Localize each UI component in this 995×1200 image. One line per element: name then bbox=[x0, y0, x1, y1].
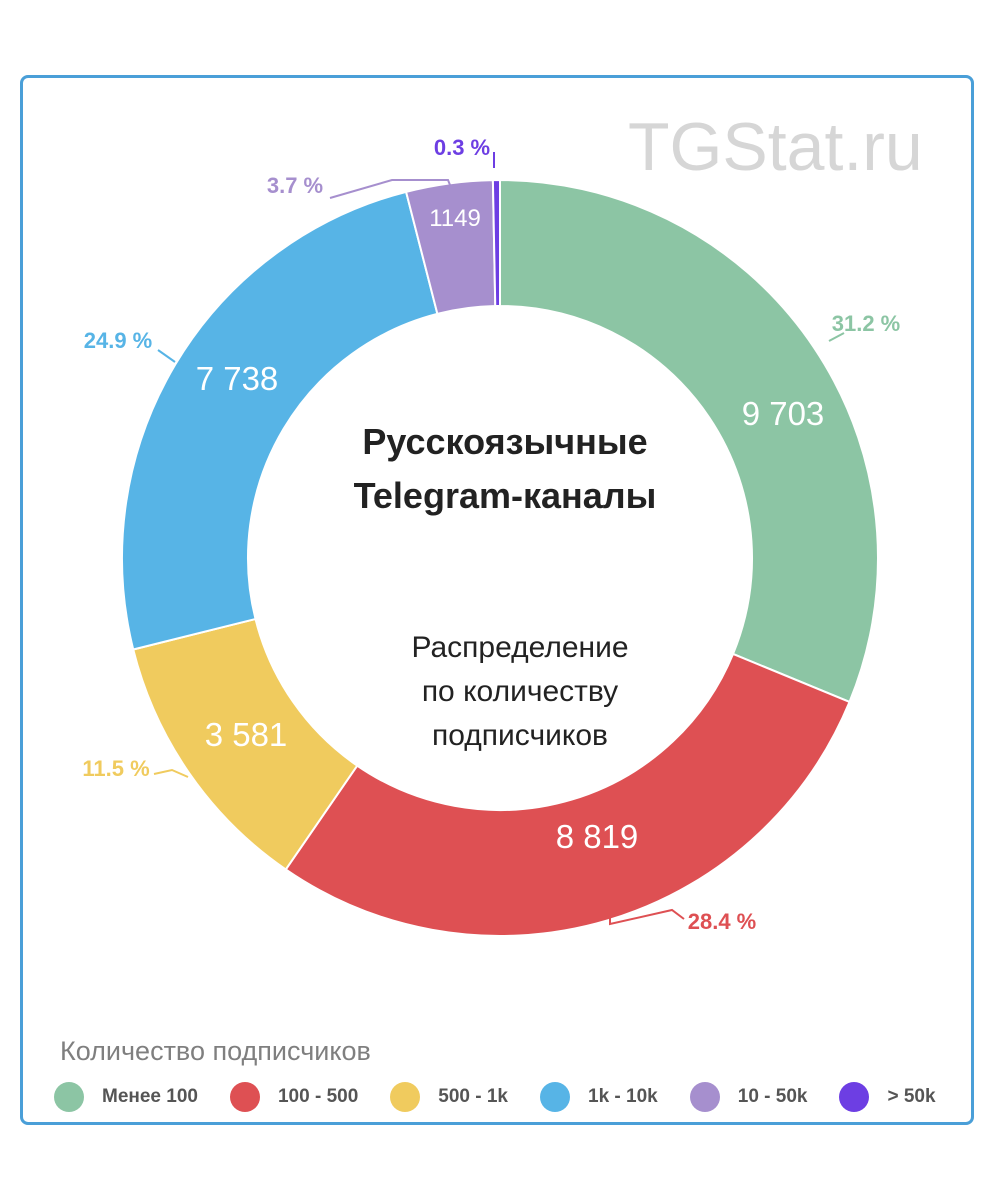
value-label-1k-10k: 7 738 bbox=[196, 360, 279, 397]
legend-item-1k-10k: 1k - 10k bbox=[540, 1082, 658, 1112]
legend-label: 100 - 500 bbox=[277, 1086, 359, 1107]
legend-label: 500 - 1k bbox=[438, 1086, 509, 1107]
percent-label-100-500: 28.4 % bbox=[688, 909, 757, 934]
chart-subtitle-line-3: подписчиков bbox=[432, 719, 608, 752]
value-label-500-1k: 3 581 bbox=[205, 716, 288, 753]
legend-swatch-icon bbox=[229, 1082, 260, 1112]
chart-title: Русскоязычные Telegram-каналы bbox=[300, 415, 710, 523]
legend-item-over-50k: > 50k bbox=[839, 1082, 936, 1112]
slice-under-100 bbox=[499, 178, 879, 704]
legend-title: Количество подписчиков bbox=[60, 1036, 371, 1066]
legend-label: Менее 100 bbox=[102, 1086, 198, 1107]
chart-subtitle: Распределение по количеству подписчиков bbox=[320, 626, 720, 758]
chart-title-line-1: Русскоязычные bbox=[362, 421, 648, 462]
legend-item-under-100: Менее 100 bbox=[54, 1082, 198, 1112]
slice-1k-10k bbox=[121, 190, 439, 651]
leader-line-500-1k bbox=[153, 768, 189, 778]
percent-label-1k-10k: 24.9 % bbox=[84, 328, 153, 353]
percent-label-under-100: 31.2 % bbox=[832, 311, 901, 336]
percent-label-over-50k: 0.3 % bbox=[434, 135, 490, 160]
legend-label: 10 - 50k bbox=[737, 1086, 808, 1107]
percent-label-10-50k: 3.7 % bbox=[267, 173, 323, 198]
legend-item-500-1k: 500 - 1k bbox=[390, 1082, 508, 1112]
legend-swatch-icon bbox=[540, 1082, 571, 1112]
legend-swatch-icon bbox=[839, 1082, 870, 1112]
legend-item-100-500: 100 - 500 bbox=[229, 1082, 359, 1112]
legend-swatch-icon bbox=[54, 1082, 84, 1112]
leader-line-10-50k bbox=[329, 179, 451, 199]
watermark: TGStat.ru bbox=[628, 109, 923, 185]
value-label-100-500: 8 819 bbox=[556, 818, 639, 855]
slice-100-500 bbox=[284, 652, 851, 937]
chart-subtitle-line-2: по количеству bbox=[421, 675, 619, 708]
percent-label-500-1k: 11.5 % bbox=[82, 756, 149, 781]
legend-swatch-icon bbox=[689, 1082, 720, 1112]
chart-subtitle-line-1: Распределение bbox=[411, 631, 629, 664]
leader-line-100-500 bbox=[609, 908, 685, 926]
legend-label: 1k - 10k bbox=[588, 1086, 658, 1107]
legend: Менее 100 100 - 500 500 - 1k 1k - 10k 10 - 5… bbox=[54, 1080, 936, 1114]
legend-label: > 50k bbox=[887, 1086, 936, 1107]
leader-line-1k-10k bbox=[157, 349, 176, 363]
legend-swatch-icon bbox=[390, 1082, 421, 1112]
legend-item-10-50k: 10 - 50k bbox=[689, 1082, 808, 1112]
value-label-10-50k: 1149 bbox=[429, 205, 481, 232]
value-label-under-100: 9 703 bbox=[742, 395, 825, 432]
leader-line-under-100 bbox=[828, 332, 845, 342]
slice-over-50k bbox=[491, 178, 501, 308]
chart-title-line-2: Telegram-каналы bbox=[353, 475, 657, 516]
